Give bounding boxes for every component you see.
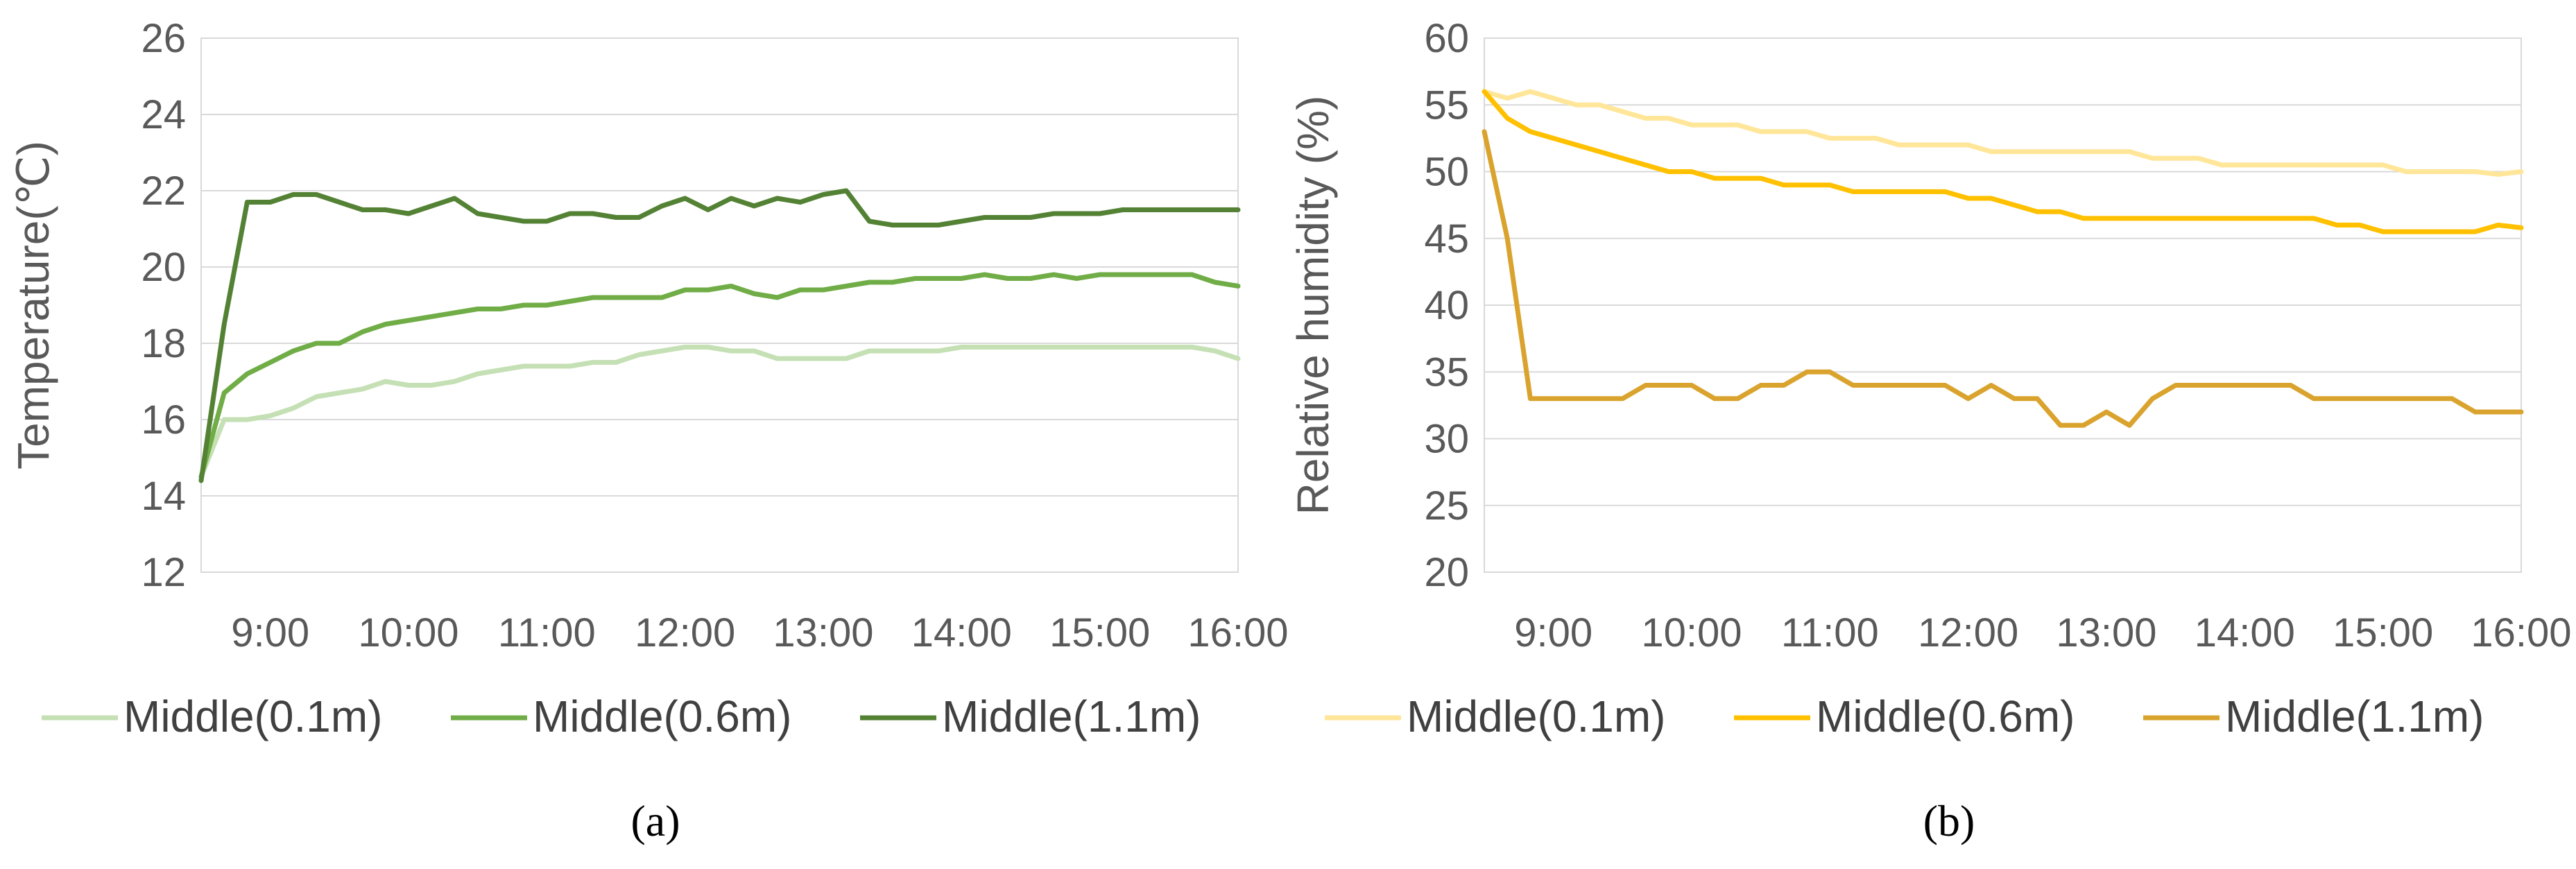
chart-b-y-axis-title: Relative humidity (%) — [1288, 96, 1338, 515]
chart-a-y-tick-label: 12 — [141, 550, 186, 595]
chart-a-series-line-3 — [198, 188, 1241, 483]
chart-a-x-tick-label: 10:00 — [358, 610, 458, 655]
chart-b-legend-label: Middle(0.1m) — [1407, 691, 1665, 741]
chart-a-x-tick-label: 15:00 — [1049, 610, 1150, 655]
chart-a: 12 14 16 18 20 22 24 26 9:00 10:00 11:00 12:00 13:00… — [8, 16, 1289, 845]
chart-a-legend-label: Middle(1.1m) — [942, 691, 1201, 741]
chart-a-caption: (a) — [630, 796, 680, 845]
chart-b-y-tick-label: 20 — [1424, 550, 1469, 595]
chart-b-x-tick-label: 13:00 — [2056, 610, 2156, 655]
chart-b-series-line-1 — [1482, 89, 2524, 177]
chart-a-y-tick-label: 22 — [141, 169, 186, 214]
chart-b-x-tick-label: 10:00 — [1641, 610, 1742, 655]
chart-a-series-line-2 — [198, 272, 1241, 479]
chart-b-y-tick-label: 60 — [1424, 16, 1469, 61]
chart-b-series-line-3 — [1482, 129, 2524, 428]
chart-a-legend-label: Middle(0.1m) — [123, 691, 382, 741]
chart-b-caption: (b) — [1923, 796, 1975, 845]
chart-a-y-axis-title: Temperature(℃) — [8, 141, 58, 470]
chart-b-y-tick-label: 25 — [1424, 483, 1469, 528]
chart-b-x-tick-label: 11:00 — [1781, 610, 1879, 655]
chart-a-y-tick-label: 18 — [141, 321, 186, 366]
chart-a-x-tick-label: 12:00 — [635, 610, 735, 655]
chart-b-y-tick-label: 35 — [1424, 350, 1469, 395]
chart-b-x-tick-label: 15:00 — [2333, 610, 2433, 655]
chart-a-series-line-1 — [198, 345, 1241, 479]
chart-b: 20 25 30 35 40 45 50 55 60 9:00 10:00 11:00 12:00 13:… — [1288, 16, 2572, 845]
chart-b-x-tick-label: 12:00 — [1918, 610, 2018, 655]
chart-a-x-tick-label: 14:00 — [911, 610, 1012, 655]
chart-b-legend-label: Middle(1.1m) — [2225, 691, 2484, 741]
chart-a-x-tick-label: 16:00 — [1187, 610, 1288, 655]
chart-b-series-line-2 — [1482, 89, 2524, 234]
chart-a-x-tick-label: 11:00 — [498, 610, 596, 655]
chart-a-y-tick-label: 16 — [141, 397, 186, 442]
chart-b-y-tick-label: 40 — [1424, 283, 1469, 328]
chart-a-x-tick-label: 13:00 — [773, 610, 873, 655]
chart-b-x-tick-label: 14:00 — [2195, 610, 2295, 655]
chart-b-x-tick-label: 16:00 — [2471, 610, 2571, 655]
chart-b-y-tick-label: 30 — [1424, 417, 1469, 462]
chart-a-y-tick-label: 20 — [141, 245, 186, 290]
chart-b-y-tick-label: 55 — [1424, 83, 1469, 128]
chart-a-x-tick-label: 9:00 — [231, 610, 309, 655]
chart-a-y-tick-label: 14 — [141, 474, 186, 519]
chart-b-x-tick-label: 9:00 — [1514, 610, 1592, 655]
chart-a-y-tick-label: 26 — [141, 16, 186, 61]
chart-a-plot-area — [200, 37, 1239, 573]
chart-b-legend-label: Middle(0.6m) — [1816, 691, 2075, 741]
chart-b-y-tick-label: 45 — [1424, 216, 1469, 261]
chart-a-legend-label: Middle(0.6m) — [533, 691, 791, 741]
chart-b-y-tick-label: 50 — [1424, 150, 1469, 195]
chart-a-y-tick-label: 24 — [141, 92, 186, 137]
